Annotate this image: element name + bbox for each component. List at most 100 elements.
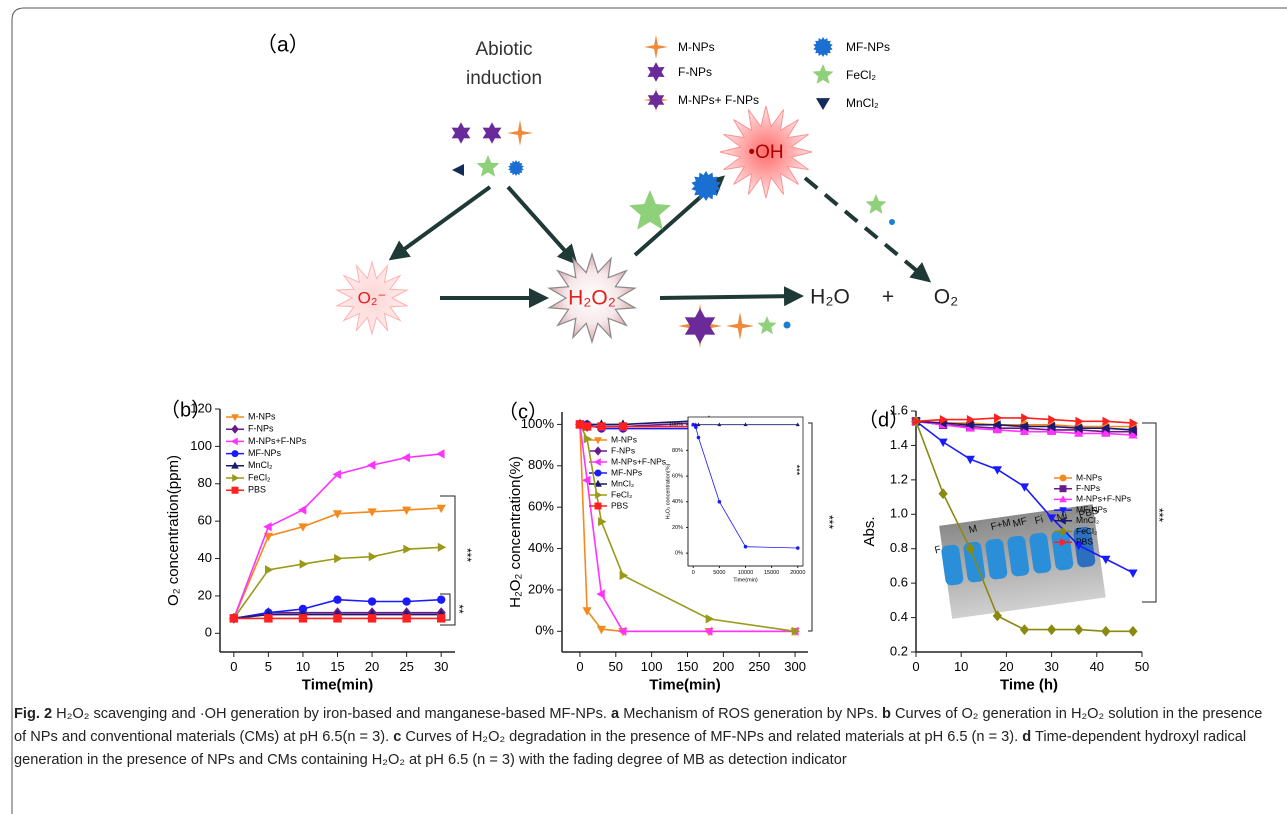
legend-label: MF-NPs [846, 40, 890, 54]
icon [866, 194, 887, 214]
icon [629, 190, 671, 230]
legend-marker [231, 438, 238, 446]
caption-text: H₂O₂ scavenging and ·OH generation by ir… [56, 706, 607, 722]
node-label: H₂O [810, 286, 850, 309]
icon [477, 155, 500, 177]
legend-marker [231, 425, 239, 434]
x-axis-label: Time (h) [1000, 677, 1058, 694]
x-axis-label: Time(min) [302, 677, 373, 694]
legend-label: FeCl₂ [611, 489, 632, 499]
significance-bracket [808, 423, 812, 631]
y-axis-label: Abs. [861, 516, 878, 546]
caption-part-key: b [882, 706, 891, 722]
legend-label: F-NPs [248, 424, 274, 434]
marker [436, 449, 444, 458]
legend-label: M-NPs [248, 411, 276, 421]
marker [619, 422, 627, 430]
y-tick-label: 0.2 [890, 643, 908, 658]
marker [694, 425, 698, 429]
legend-marker [595, 491, 602, 499]
y-tick-label: 0.4 [890, 609, 908, 624]
icon [507, 120, 533, 146]
icon [483, 122, 502, 144]
legend-label: PBS [1076, 536, 1093, 546]
y-tick-label: 1.0 [890, 506, 908, 521]
marker [691, 423, 695, 427]
panel-label: （b） [160, 398, 211, 421]
marker [1074, 624, 1083, 635]
y-tick-label: 40% [528, 540, 554, 555]
icon [816, 98, 830, 110]
y-tick-label: 0% [675, 551, 683, 557]
x-axis-label: Time(min) [733, 578, 758, 584]
y-tick-label: 20 [198, 587, 212, 602]
x-tick-label: 10000 [738, 570, 753, 576]
marker [620, 571, 628, 580]
diagram: （a） Abiotic induction M-NPs F-NPs M-NPs+… [256, 34, 958, 348]
legend-label: PBS [611, 500, 628, 510]
figure: （a） Abiotic induction M-NPs F-NPs M-NPs+… [0, 0, 1287, 814]
y-axis-label: O₂ concentration(ppm) [165, 455, 182, 606]
x-tick-label: 50 [609, 659, 623, 674]
page: { "diagram": { "label": "（a）", "inductio… [0, 0, 1287, 814]
legend-marker [595, 470, 602, 477]
legend-label: FeCl₂ [846, 68, 876, 82]
marker [583, 422, 591, 430]
marker [333, 595, 341, 603]
caption-part-text: Curves of H₂O₂ degradation in the presen… [405, 729, 1018, 745]
significance-label: *** [460, 548, 474, 562]
caption-part-key: c [393, 729, 401, 745]
x-tick-label: 20 [365, 659, 379, 674]
legend-marker [232, 474, 239, 482]
y-tick-label: 1.4 [890, 437, 908, 452]
marker [744, 545, 748, 549]
y-tick-label: 1.2 [890, 471, 908, 486]
legend-label: FeCl₂ [1076, 526, 1097, 536]
marker [367, 461, 375, 470]
marker [368, 597, 376, 605]
legend-label: M-NPs+ F-NPs [678, 93, 759, 107]
y-tick-label: 100% [669, 422, 683, 428]
icon [644, 35, 668, 59]
node-label: •OH [748, 142, 783, 163]
legend-label: F-NPs [1076, 483, 1100, 493]
icon [508, 160, 524, 176]
marker [697, 436, 701, 440]
x-tick-label: 200 [713, 659, 735, 674]
y-tick-label: 80% [672, 448, 683, 454]
panel-label: （d） [858, 408, 909, 431]
panel-label: （a） [256, 34, 310, 57]
x-tick-label: 10 [296, 659, 310, 674]
legend-label: MnCl₂ [846, 96, 879, 110]
marker [1020, 624, 1029, 635]
legend-marker [1060, 485, 1067, 492]
significance-label: *** [1152, 508, 1166, 522]
caption-part-text: Mechanism of ROS generation by NPs. [623, 706, 878, 722]
legend-label: MnCl₂ [611, 478, 634, 488]
panel-label: （c） [498, 400, 548, 423]
icon [452, 122, 471, 144]
icon [784, 322, 791, 329]
marker [334, 554, 342, 563]
x-tick-label: 20000 [790, 570, 805, 576]
caption: Fig. 2 H₂O₂ scavenging and ·OH generatio… [14, 703, 1276, 772]
x-tick-label: 30 [434, 659, 448, 674]
marker [1128, 626, 1137, 637]
node-label: O₂⁻ [358, 288, 387, 307]
y-tick-label: 80% [528, 457, 554, 472]
caption-part-key: a [611, 706, 619, 722]
icon [647, 62, 664, 82]
y-tick-label: 60% [528, 499, 554, 514]
legend-marker [232, 450, 239, 457]
icon [758, 316, 777, 334]
x-tick-label: 15000 [764, 570, 779, 576]
significance-label: *** [792, 465, 802, 476]
x-tick-label: 5 [265, 659, 272, 674]
marker [230, 614, 238, 622]
x-tick-label: 0 [230, 659, 237, 674]
x-tick-label: 25 [399, 659, 413, 674]
icon [813, 64, 834, 84]
marker [1101, 626, 1110, 637]
arrow [508, 187, 575, 262]
legend-marker [594, 446, 602, 455]
